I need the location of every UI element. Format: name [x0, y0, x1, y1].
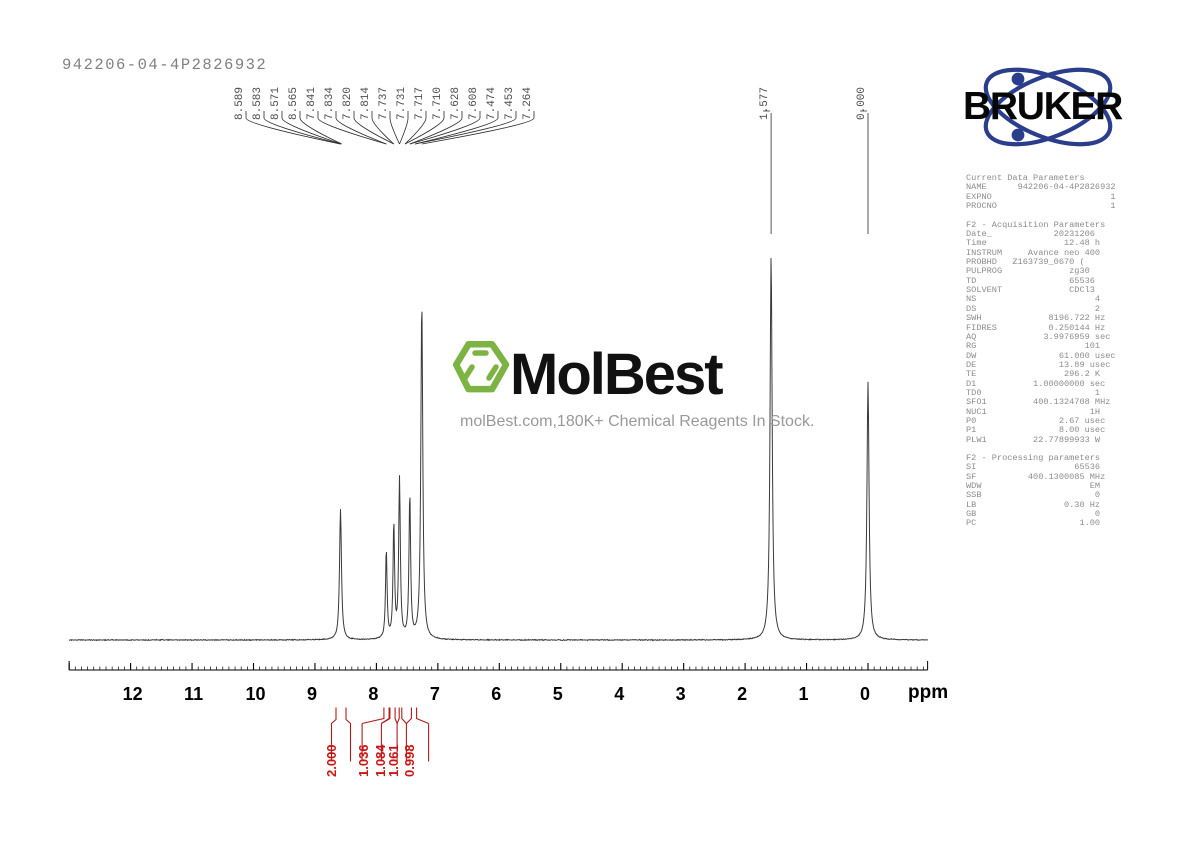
svg-text:BRUKER: BRUKER: [963, 85, 1123, 128]
